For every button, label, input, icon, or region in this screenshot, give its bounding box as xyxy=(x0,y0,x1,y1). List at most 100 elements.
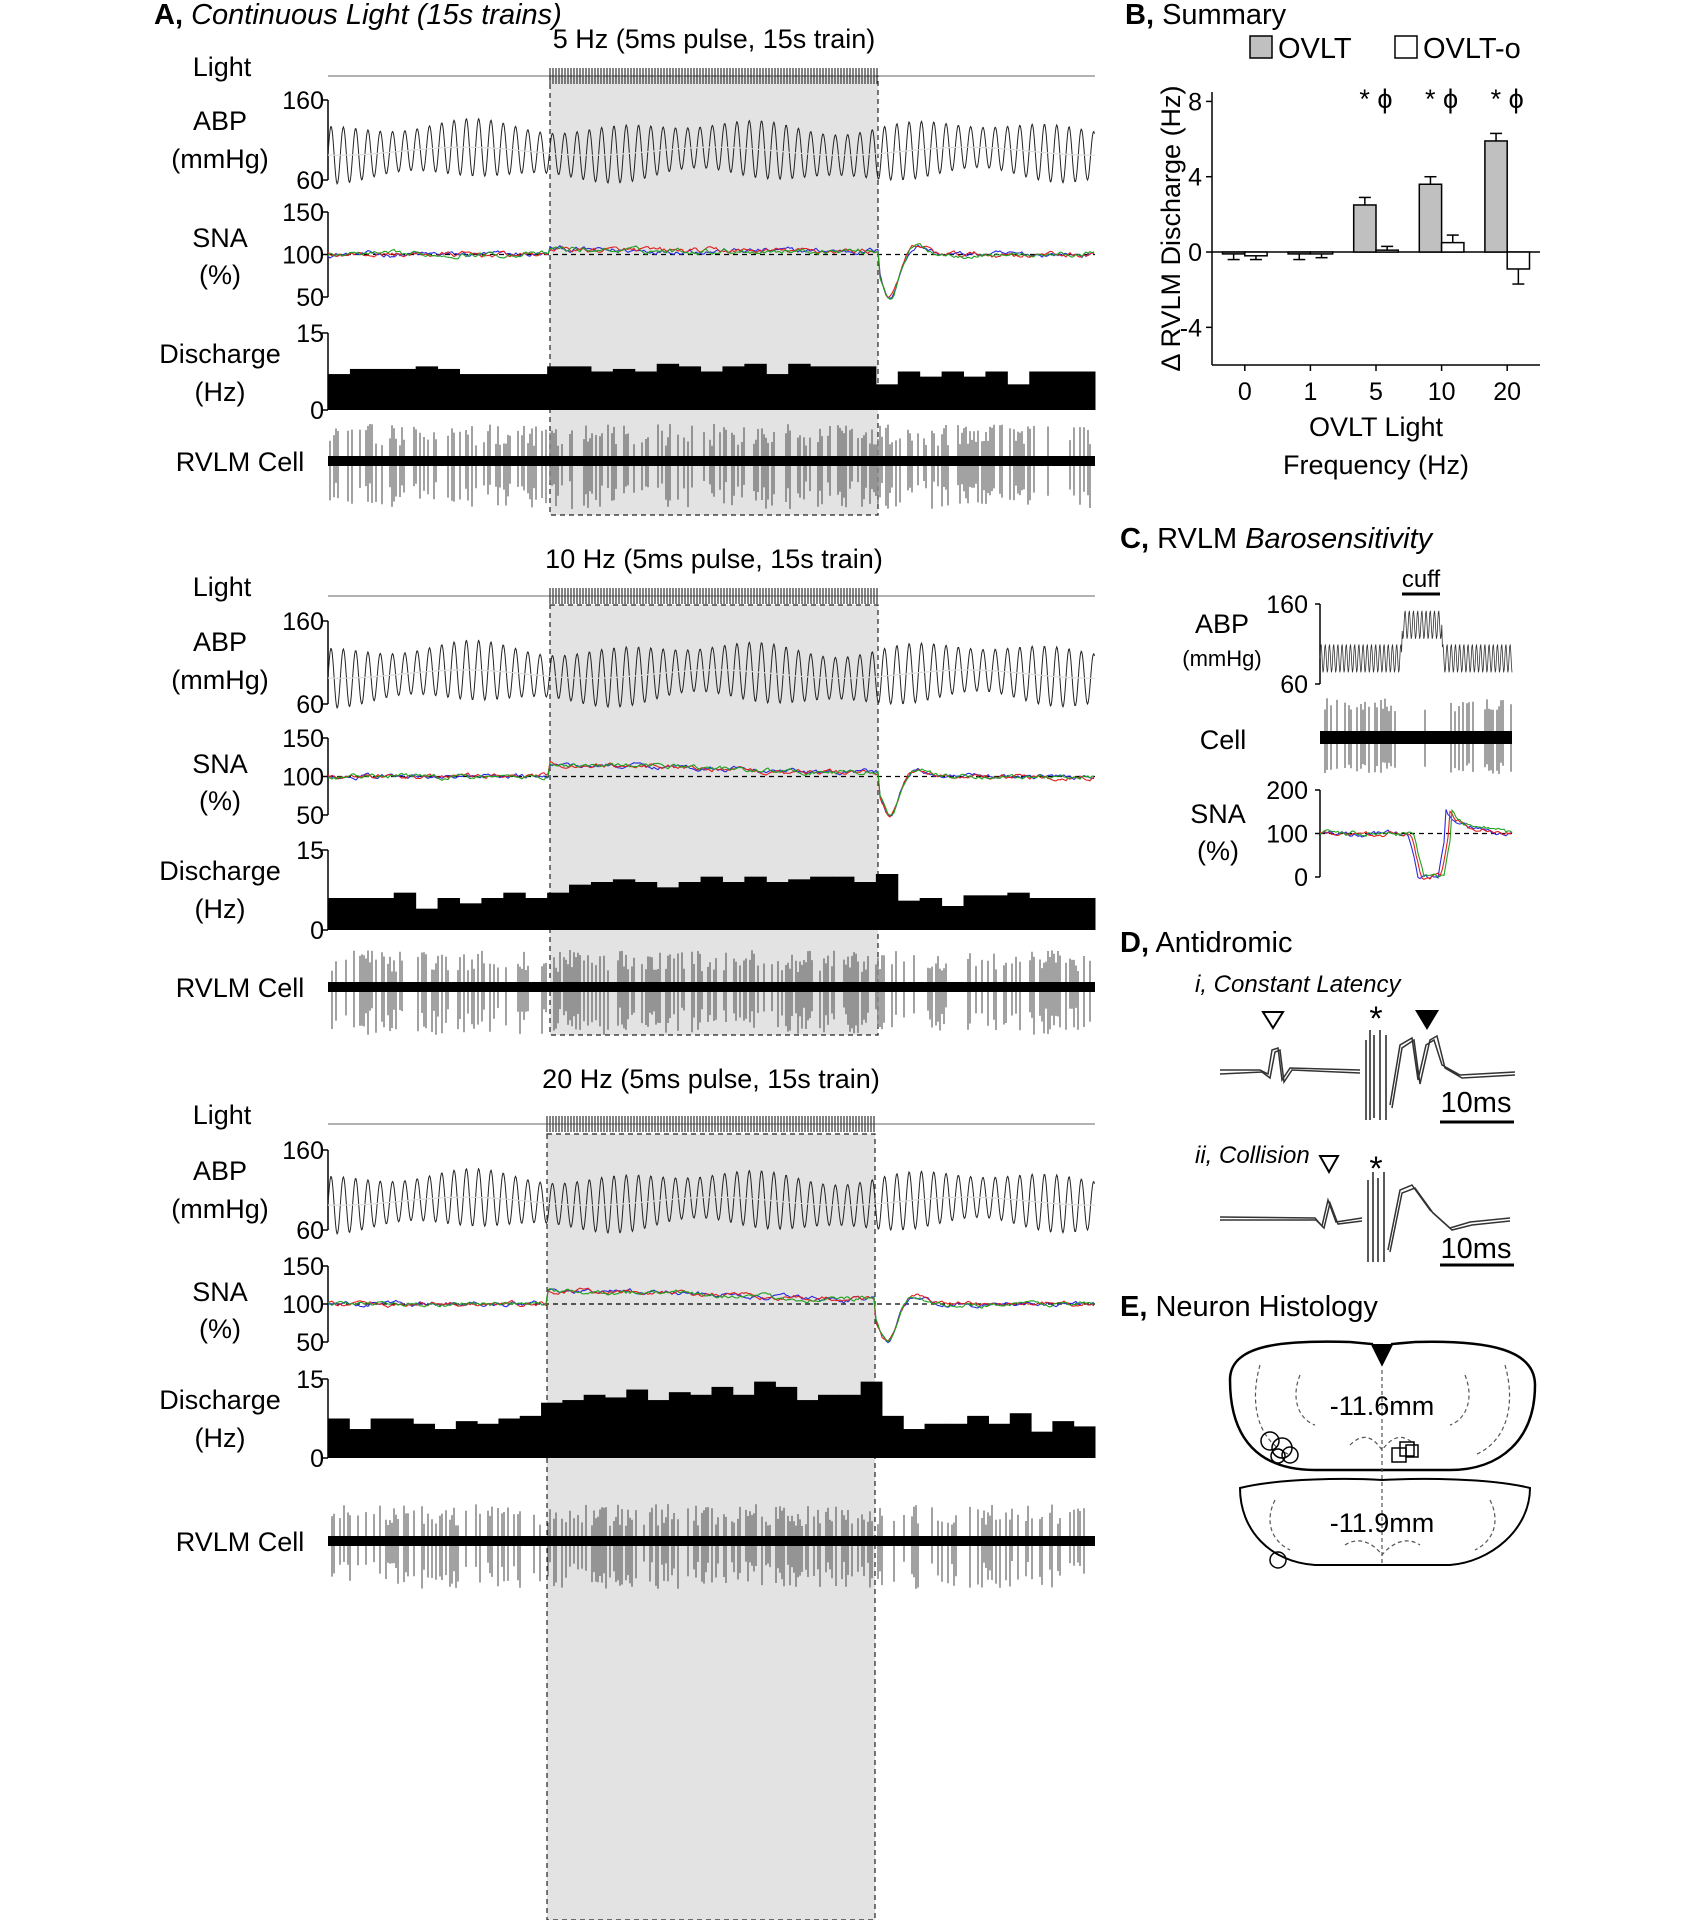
sna-unit: (%) xyxy=(199,1314,241,1344)
panel-d-title: D, Antidromic xyxy=(1120,927,1292,959)
discharge-bin xyxy=(569,884,592,930)
abp-label: ABP xyxy=(1195,609,1249,639)
noise-band xyxy=(328,456,1095,466)
discharge-bin xyxy=(481,898,504,930)
cell-label: RVLM Cell xyxy=(176,973,305,1003)
discharge-bin xyxy=(349,1429,372,1458)
significance: * ϕ xyxy=(1359,84,1392,114)
discharge-bin xyxy=(371,898,395,930)
noise-band xyxy=(328,982,1095,992)
sna-trace xyxy=(327,244,1095,299)
discharge-bin xyxy=(1029,371,1052,410)
discharge-bin xyxy=(875,874,899,930)
light-label: Light xyxy=(193,52,252,82)
letter: E, xyxy=(1120,1291,1147,1323)
y-tick-label: 0 xyxy=(310,1445,324,1473)
light-pulses xyxy=(549,68,878,84)
discharge-bin xyxy=(437,368,460,410)
abp-label: ABP xyxy=(193,1156,247,1186)
y-tick-label: 0 xyxy=(310,397,324,425)
title: Neuron Histology xyxy=(1155,1291,1378,1323)
x-axis-label: OVLT Light xyxy=(1309,412,1444,442)
y-tick-label: 160 xyxy=(282,608,324,636)
discharge-bin xyxy=(569,366,592,410)
sna-unit: (%) xyxy=(199,260,241,290)
discharge-bin xyxy=(766,374,789,410)
abp-label: ABP xyxy=(193,627,247,657)
cell-label: RVLM Cell xyxy=(176,447,305,477)
title-italic: Barosensitivity xyxy=(1245,523,1433,555)
discharge-bin xyxy=(963,895,986,930)
y-tick-label: 160 xyxy=(282,87,324,115)
neuron-site xyxy=(1281,1446,1299,1464)
discharge-bin xyxy=(988,1423,1011,1458)
discharge-bin xyxy=(393,368,417,410)
discharge-bin xyxy=(547,366,570,410)
y-tick-label: 15 xyxy=(296,1366,324,1394)
d-ii-label: ii, Collision xyxy=(1195,1142,1310,1169)
discharge-bin xyxy=(919,898,943,930)
discharge-bin xyxy=(985,895,1008,930)
trace xyxy=(1219,1046,1361,1085)
discharge-bin xyxy=(391,1418,414,1458)
discharge-bin xyxy=(832,366,855,410)
y-tick-label: 150 xyxy=(282,725,324,753)
abp-mean xyxy=(328,669,1095,679)
y-tick-label: 100 xyxy=(282,242,324,270)
discharge-bin xyxy=(860,1381,883,1458)
title: Continuous Light (15s trains) xyxy=(191,0,562,31)
y-tick-label: 60 xyxy=(1280,671,1308,699)
discharge-bin xyxy=(711,1386,734,1458)
y-tick-label: 100 xyxy=(1266,821,1308,849)
sna-trace xyxy=(1319,810,1513,881)
discharge-bin xyxy=(415,908,439,930)
discharge-bin xyxy=(853,882,877,930)
discharge-bin xyxy=(415,366,439,410)
discharge-bin xyxy=(700,876,723,930)
d-ii-scale: 10ms xyxy=(1441,1233,1512,1265)
y-tick-label: 0 xyxy=(1188,239,1202,267)
d-i-star: * xyxy=(1369,1000,1382,1038)
y-tick-label: 50 xyxy=(296,284,324,312)
discharge-bin xyxy=(1007,384,1030,410)
discharge-bin xyxy=(437,898,460,930)
cuff-label: cuff xyxy=(1402,566,1441,593)
discharge-bin xyxy=(519,1415,542,1458)
y-tick-label: 8 xyxy=(1188,88,1202,116)
y-tick-label: 200 xyxy=(1266,777,1308,805)
x-tick-label: 10 xyxy=(1428,378,1456,406)
abp-trace xyxy=(327,639,1095,710)
discharge-bin xyxy=(810,366,833,410)
x-tick-label: 0 xyxy=(1238,378,1252,406)
sna-trace xyxy=(1319,808,1513,878)
y-tick-label: 160 xyxy=(282,1137,324,1165)
abp-unit: (mmHg) xyxy=(171,144,268,174)
abp-trace xyxy=(327,117,1095,186)
train-label: 5 Hz (5ms pulse, 15s train) xyxy=(553,24,876,54)
discharge-label: Discharge xyxy=(159,1385,281,1415)
discharge-bin xyxy=(525,898,548,930)
y-tick-label: 150 xyxy=(282,199,324,227)
y-tick-label: 160 xyxy=(1266,591,1308,619)
neuron-site xyxy=(1391,1447,1407,1463)
discharge-bin xyxy=(1007,892,1030,930)
legend-swatch xyxy=(1249,35,1273,59)
discharge-bin xyxy=(722,366,745,410)
discharge-bin xyxy=(459,903,482,930)
discharge-bin xyxy=(455,1421,478,1458)
neuron-site xyxy=(1269,1551,1287,1569)
bar xyxy=(1418,183,1443,253)
discharge-bin xyxy=(541,1402,563,1458)
discharge-bin xyxy=(744,876,767,930)
title: RVLM xyxy=(1157,523,1237,555)
discharge-bin xyxy=(590,371,614,410)
discharge-bin xyxy=(503,892,526,930)
sna-unit: (%) xyxy=(199,786,241,816)
discharge-bin xyxy=(656,363,680,410)
discharge-bin xyxy=(393,892,417,930)
discharge-bin xyxy=(690,1394,712,1458)
discharge-bin xyxy=(634,882,658,930)
level-label: -11.9mm xyxy=(1330,1508,1435,1538)
trace xyxy=(1387,1184,1511,1253)
neuron-site xyxy=(1260,1431,1280,1451)
